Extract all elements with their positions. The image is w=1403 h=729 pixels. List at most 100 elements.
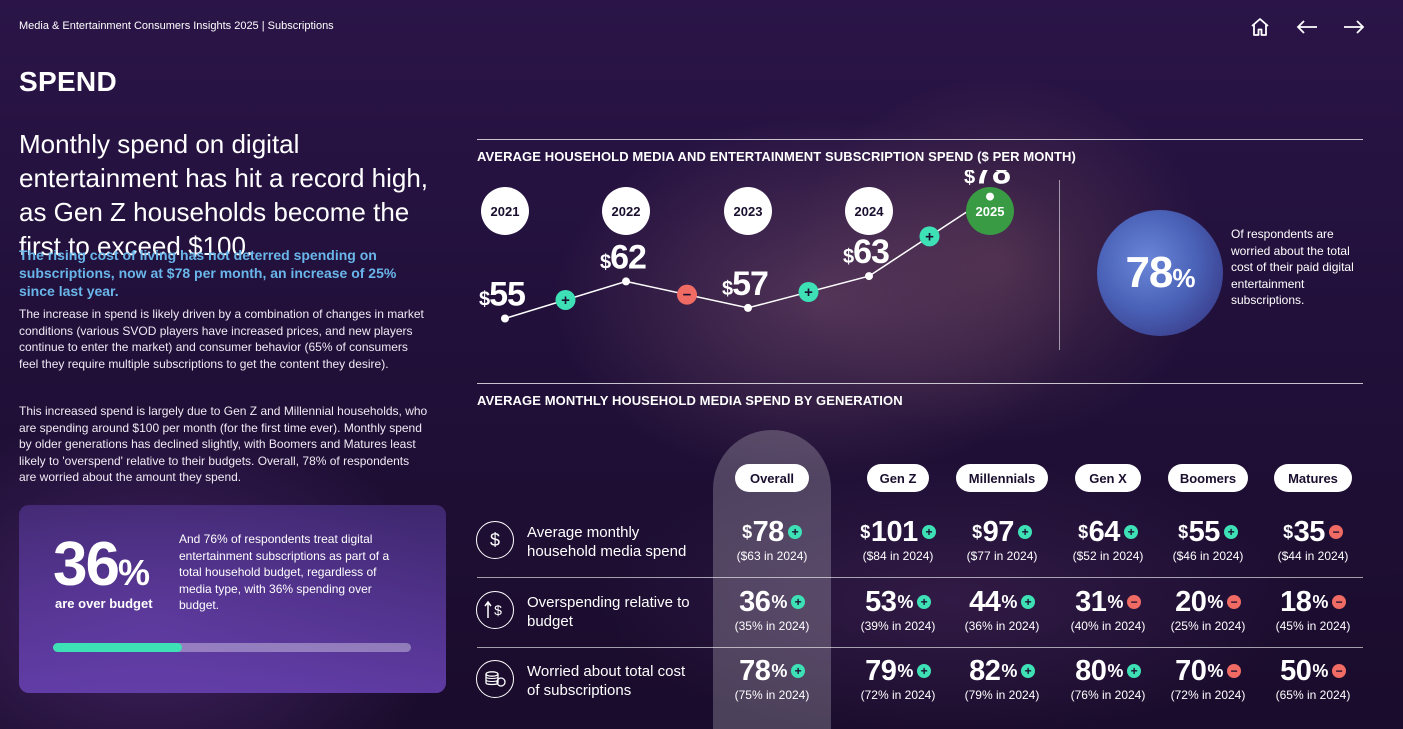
trend-up-icon: +	[1020, 595, 1035, 609]
stat-value: 79% +	[843, 655, 953, 687]
stat-value: 78% +	[717, 655, 827, 687]
year-label-2023: 2023	[734, 204, 763, 219]
arrow-right-icon[interactable]	[1341, 14, 1367, 40]
stat-previous: ($46 in 2024)	[1172, 549, 1244, 563]
highlight-text: The rising cost of living has not deterr…	[19, 247, 397, 299]
stat-cell-matures: 50% − (65% in 2024)	[1258, 655, 1368, 702]
value-label-2025: $78	[964, 170, 1010, 192]
column-header-gen-x: Gen X	[1075, 464, 1141, 492]
trend-up-icon: +	[921, 525, 936, 539]
stat-cell-millennials: 44% + (36% in 2024)	[947, 586, 1057, 633]
row-divider	[477, 647, 1363, 648]
breadcrumb: Media & Entertainment Consumers Insights…	[19, 20, 334, 32]
stat-previous: (65% in 2024)	[1275, 688, 1351, 702]
change-sign-1: −	[683, 287, 692, 304]
coins-icon	[476, 660, 514, 698]
worried-stat-text: Of respondents are worried about the tot…	[1231, 227, 1354, 307]
stat-previous: (40% in 2024)	[1070, 619, 1146, 633]
stat-cell-overall: $78 + ($63 in 2024)	[717, 516, 827, 563]
stat-cell-millennials: $97 + ($77 in 2024)	[947, 516, 1057, 563]
stat-value: 53% +	[843, 586, 953, 618]
data-point-2024	[865, 272, 873, 281]
value-label-2022: $62	[600, 238, 646, 276]
trend-down-icon: −	[1126, 595, 1141, 609]
stat-cell-gen-x: $64 + ($52 in 2024)	[1053, 516, 1163, 563]
column-header-overall: Overall	[735, 464, 809, 492]
value-label-2021: $55	[479, 276, 525, 314]
over-budget-text: And 76% of respondents treat digital ent…	[179, 532, 390, 612]
stat-value: $78 +	[717, 516, 827, 548]
data-point-2025	[986, 192, 994, 201]
stat-cell-gen-x: 31% − (40% in 2024)	[1053, 586, 1163, 633]
trend-up-icon: +	[1126, 664, 1141, 678]
stat-value: 70% −	[1153, 655, 1263, 687]
year-bubble-2022	[602, 187, 650, 235]
stat-value: 44% +	[947, 586, 1057, 618]
change-marker-3	[919, 226, 940, 247]
trend-down-icon: −	[1226, 595, 1241, 609]
stat-previous: ($52 in 2024)	[1072, 549, 1144, 563]
stat-previous: (36% in 2024)	[964, 619, 1040, 633]
stat-value: $35−	[1258, 516, 1368, 548]
over-budget-value: 36%	[53, 530, 150, 599]
section-title: SPEND	[19, 66, 117, 97]
stat-cell-matures: 18% − (45% in 2024)	[1258, 586, 1368, 633]
over-budget-label: are over budget	[55, 596, 153, 611]
stat-previous: (39% in 2024)	[860, 619, 936, 633]
yearly-spend-chart: 2021 $55 2022 $62 2023 $57 2024 $63 2025 $78 + − + +	[479, 170, 1014, 323]
column-header-millennials: Millennials	[956, 464, 1048, 492]
trend-up-icon: +	[1017, 525, 1032, 539]
stat-cell-gen-z: 53% + (39% in 2024)	[843, 586, 953, 633]
trend-up-icon: +	[1123, 525, 1138, 539]
trend-up-icon: +	[916, 595, 931, 609]
stat-previous: (45% in 2024)	[1275, 619, 1351, 633]
vertical-divider	[1059, 180, 1060, 350]
stat-value: $55 +	[1153, 516, 1263, 548]
overspend-icon: $	[476, 591, 514, 629]
stat-cell-boomers: 20% − (25% in 2024)	[1153, 586, 1263, 633]
stat-value: 31% −	[1053, 586, 1163, 618]
data-point-2022	[622, 277, 630, 286]
trend-down-icon: −	[1226, 664, 1241, 678]
stat-cell-overall: 36% + (35% in 2024)	[717, 586, 827, 633]
trend-down-icon: −	[1331, 595, 1346, 609]
stat-previous: (75% in 2024)	[734, 688, 810, 702]
svg-text:$: $	[490, 530, 500, 550]
year-label-2025: 2025	[976, 204, 1005, 219]
year-bubble-2024	[845, 187, 893, 235]
year-bubble-2021	[481, 187, 529, 235]
change-sign-2: +	[804, 284, 813, 301]
worried-stat-value: 78%	[1125, 248, 1195, 297]
stat-previous: (72% in 2024)	[860, 688, 936, 702]
change-marker-1	[677, 284, 697, 305]
year-label-2021: 2021	[491, 204, 520, 219]
column-header-boomers: Boomers	[1168, 464, 1248, 492]
stat-value: $64 +	[1053, 516, 1163, 548]
column-header-matures: Matures	[1274, 464, 1352, 492]
stat-previous: ($63 in 2024)	[736, 549, 808, 563]
stat-previous: (79% in 2024)	[964, 688, 1040, 702]
stat-value: 80% +	[1053, 655, 1163, 687]
home-icon[interactable]	[1247, 14, 1273, 40]
stat-value: 20% −	[1153, 586, 1263, 618]
body-paragraph-2: This increased spend is largely due to G…	[19, 404, 428, 484]
trend-up-icon: +	[1223, 525, 1238, 539]
year-label-2022: 2022	[612, 204, 641, 219]
stat-cell-matures: $35− ($44 in 2024)	[1258, 516, 1368, 563]
change-sign-3: +	[925, 228, 934, 245]
stat-cell-boomers: 70% − (72% in 2024)	[1153, 655, 1263, 702]
stat-value: 50% −	[1258, 655, 1368, 687]
divider-top	[477, 139, 1363, 140]
dollar-icon: $	[476, 521, 514, 559]
trend-up-icon: +	[787, 525, 802, 539]
over-budget-progress-fill	[53, 643, 182, 652]
row-label: Worried about total cost of subscription…	[527, 663, 686, 699]
stat-previous: (76% in 2024)	[1070, 688, 1146, 702]
stat-value: 82% +	[947, 655, 1057, 687]
stat-value: 36% +	[717, 586, 827, 618]
arrow-left-icon[interactable]	[1294, 14, 1320, 40]
trend-up-icon: +	[916, 664, 931, 678]
year-bubble-2025	[966, 187, 1014, 235]
year-label-2024: 2024	[855, 204, 885, 219]
page-headline: Monthly spend on digital entertainment h…	[19, 129, 429, 261]
